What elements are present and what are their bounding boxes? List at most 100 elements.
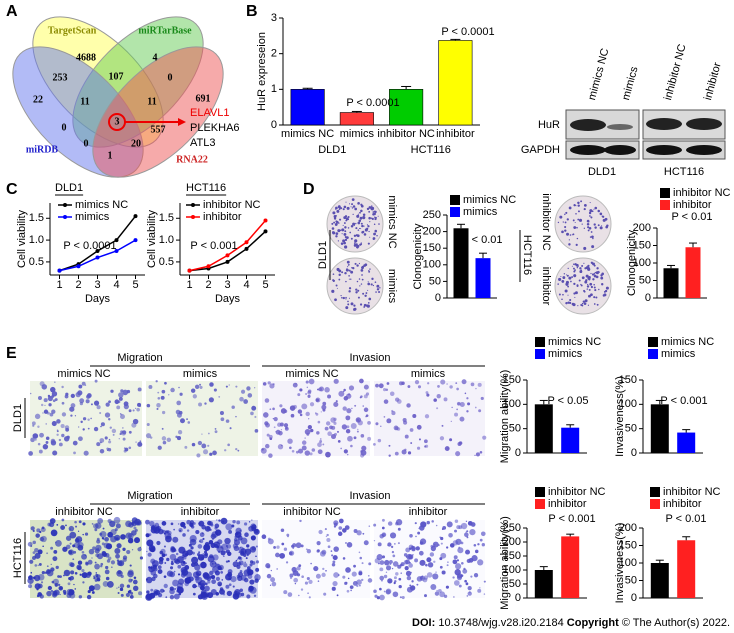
colony (367, 242, 370, 245)
cell (214, 427, 217, 430)
cell (345, 428, 351, 434)
cell (414, 380, 420, 385)
cell (173, 570, 176, 573)
cell (220, 417, 225, 422)
cell (411, 545, 414, 549)
cell (482, 435, 487, 440)
cell (264, 398, 270, 403)
chart-title: DLD1 (55, 182, 83, 194)
y-tick-label: 0 (631, 447, 637, 459)
cell (47, 522, 52, 527)
cell (431, 520, 434, 523)
gene: PLEKHA6 (190, 122, 240, 134)
cell (187, 421, 191, 424)
cell (363, 394, 368, 399)
cell (456, 401, 461, 406)
colony (372, 211, 375, 213)
cell (400, 562, 405, 567)
cell (225, 523, 233, 531)
cell (351, 571, 357, 577)
cell (411, 580, 414, 583)
colony (569, 298, 572, 302)
cell (140, 443, 142, 446)
cell (389, 532, 397, 539)
cell (356, 430, 359, 433)
cell (224, 449, 227, 452)
cell (270, 577, 276, 583)
x-tick-label: inhibitor (436, 128, 475, 140)
cell (464, 392, 467, 395)
colony (373, 210, 376, 213)
cell (357, 420, 363, 426)
cell (269, 584, 272, 586)
cell (359, 556, 363, 560)
cell (178, 528, 183, 533)
cell (267, 538, 274, 545)
colony (352, 205, 356, 208)
cell (68, 525, 75, 532)
cell (38, 449, 43, 454)
cell (116, 587, 118, 589)
cell (91, 523, 94, 525)
cell (174, 588, 176, 590)
cell (477, 559, 484, 566)
cell (464, 532, 469, 537)
cell (65, 535, 72, 541)
cell (218, 564, 224, 571)
annotation: P < 0.001 (548, 513, 595, 525)
cell (298, 448, 304, 454)
cell (333, 546, 339, 552)
bar (453, 228, 469, 298)
cell (458, 584, 462, 588)
cell (114, 534, 121, 541)
cell (87, 418, 90, 421)
cell (419, 559, 426, 566)
cell (338, 526, 343, 530)
cell (407, 385, 411, 388)
cell (255, 567, 260, 572)
cell (246, 386, 251, 391)
cell (228, 583, 232, 587)
cell (30, 526, 35, 531)
cell (77, 560, 83, 565)
colony (336, 267, 340, 272)
cell (45, 441, 49, 444)
cell (139, 556, 144, 560)
cell (295, 542, 302, 549)
cell (446, 383, 448, 385)
cell (398, 577, 402, 581)
cell (248, 521, 251, 523)
cell (246, 568, 252, 574)
colony (568, 243, 571, 246)
venn-set-label: RNA22 (176, 154, 208, 165)
cell (150, 588, 154, 592)
cell (220, 517, 228, 525)
cell (383, 416, 386, 418)
cell (82, 417, 87, 421)
colony (587, 304, 590, 306)
cell (36, 588, 39, 591)
western-blot: mimics NC mimics inhibitor NC inhibitor … (521, 43, 726, 178)
cell (54, 381, 56, 383)
cell-line: HCT116 (12, 538, 24, 578)
cell (104, 536, 109, 542)
cell (225, 419, 230, 423)
colony (581, 223, 583, 225)
colony (576, 266, 579, 269)
y-tick-label: 1.5 (29, 212, 44, 224)
cell (453, 580, 460, 586)
cell (356, 418, 360, 422)
cell (245, 557, 248, 560)
cell (97, 518, 104, 524)
cell (358, 571, 363, 576)
cell (114, 528, 118, 532)
cell (237, 449, 240, 452)
colony (568, 239, 570, 241)
cell (362, 532, 365, 535)
venn-count: 1 (108, 150, 113, 161)
cell (49, 412, 54, 417)
colony (368, 270, 370, 272)
colony (568, 276, 572, 280)
colony (338, 273, 341, 277)
cell (347, 435, 353, 442)
